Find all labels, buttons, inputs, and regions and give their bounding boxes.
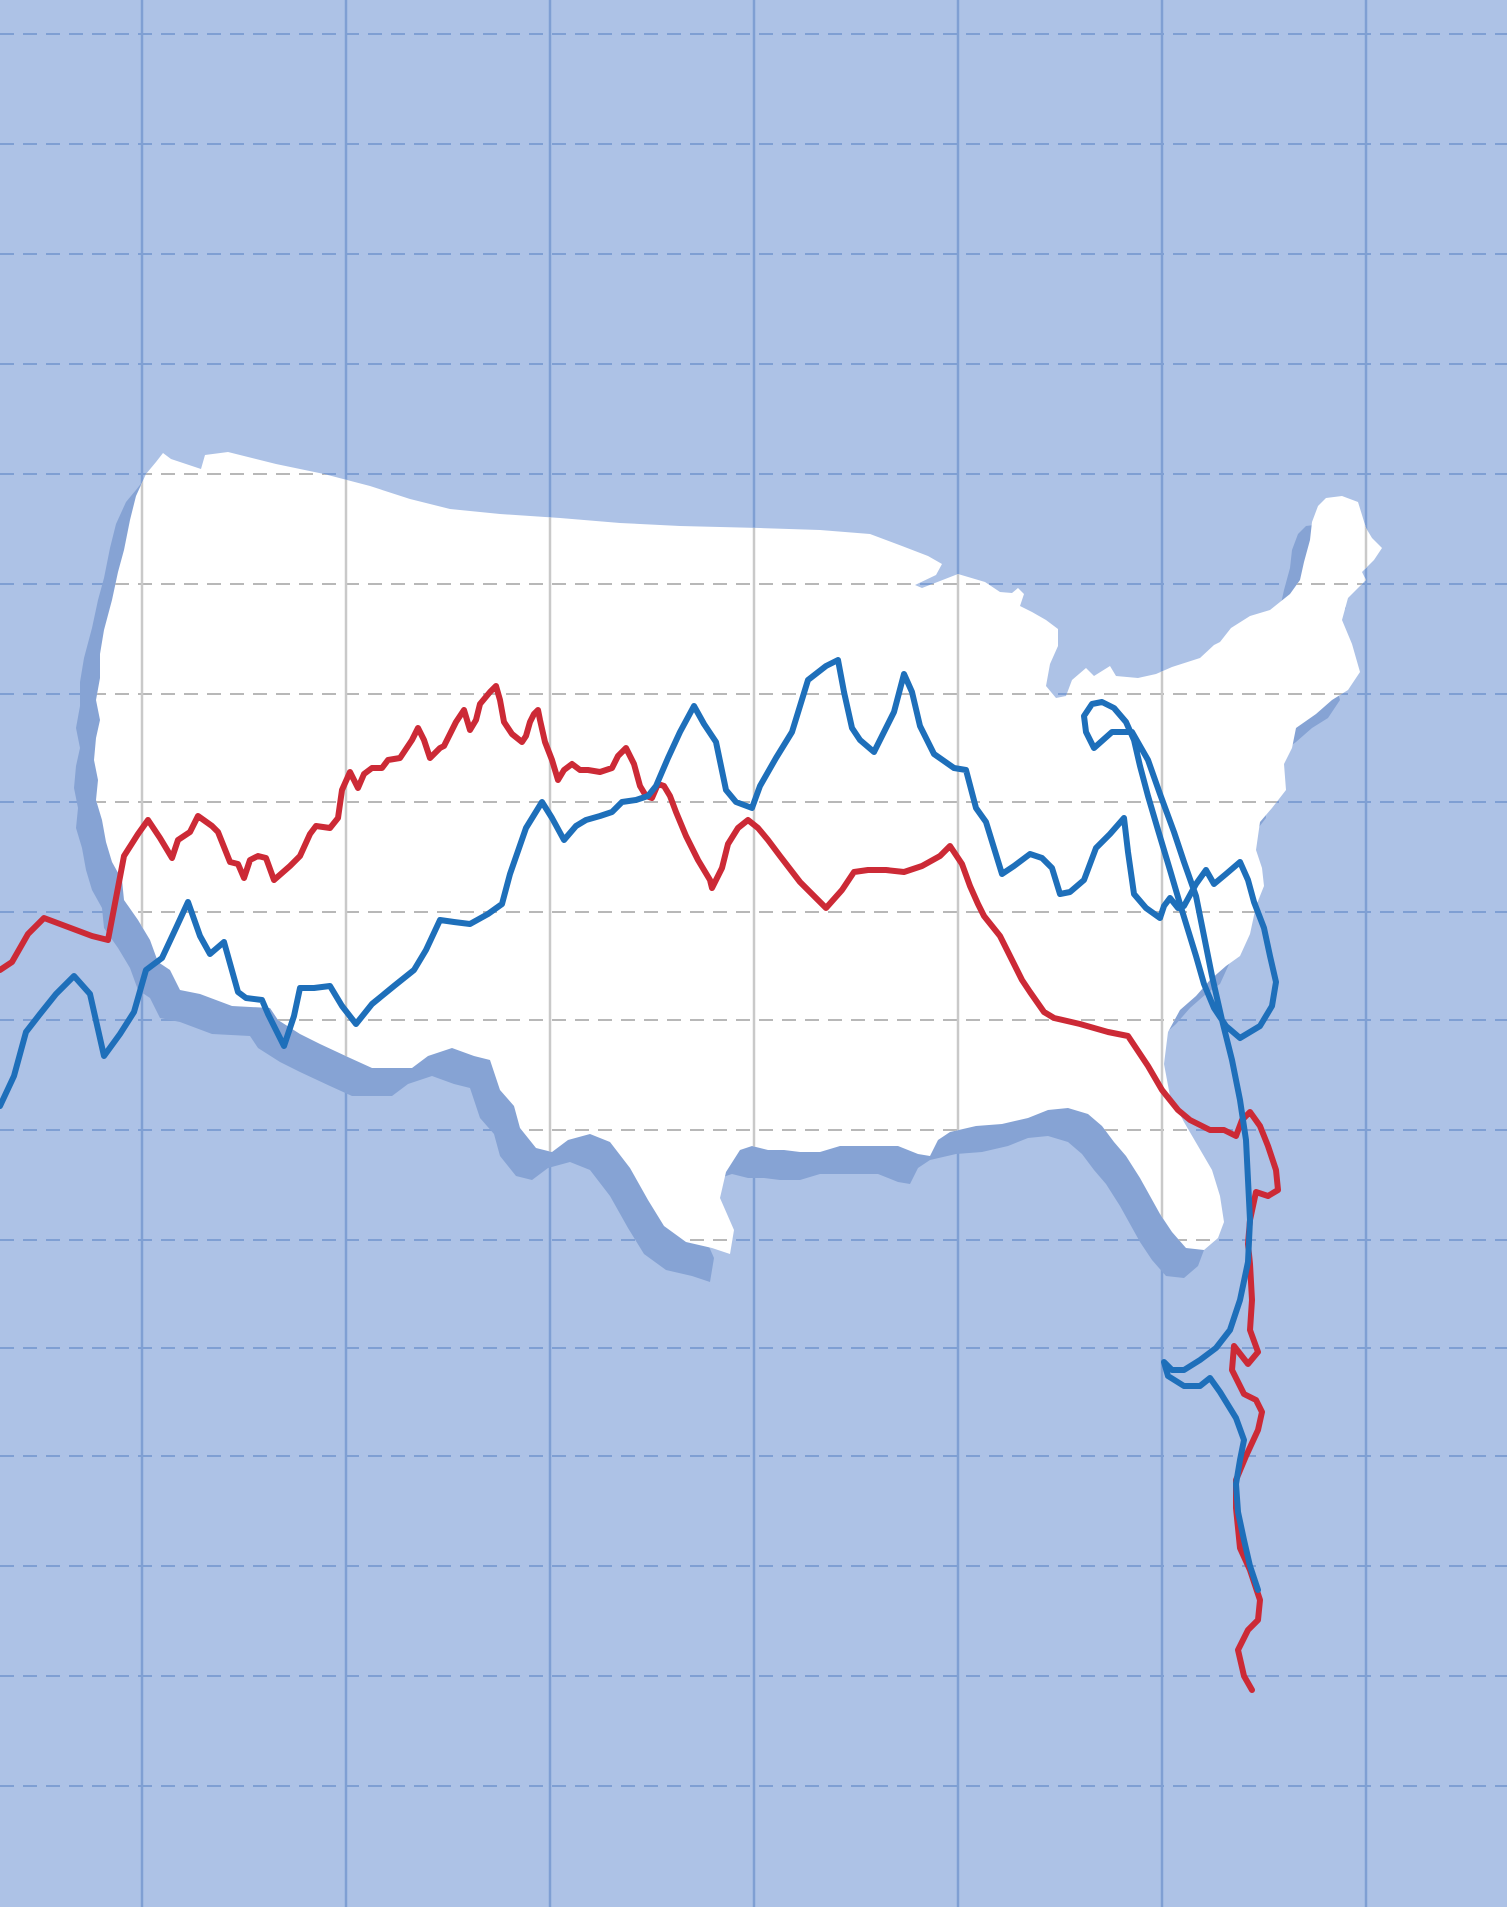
blue-series-line xyxy=(0,657,1279,1593)
